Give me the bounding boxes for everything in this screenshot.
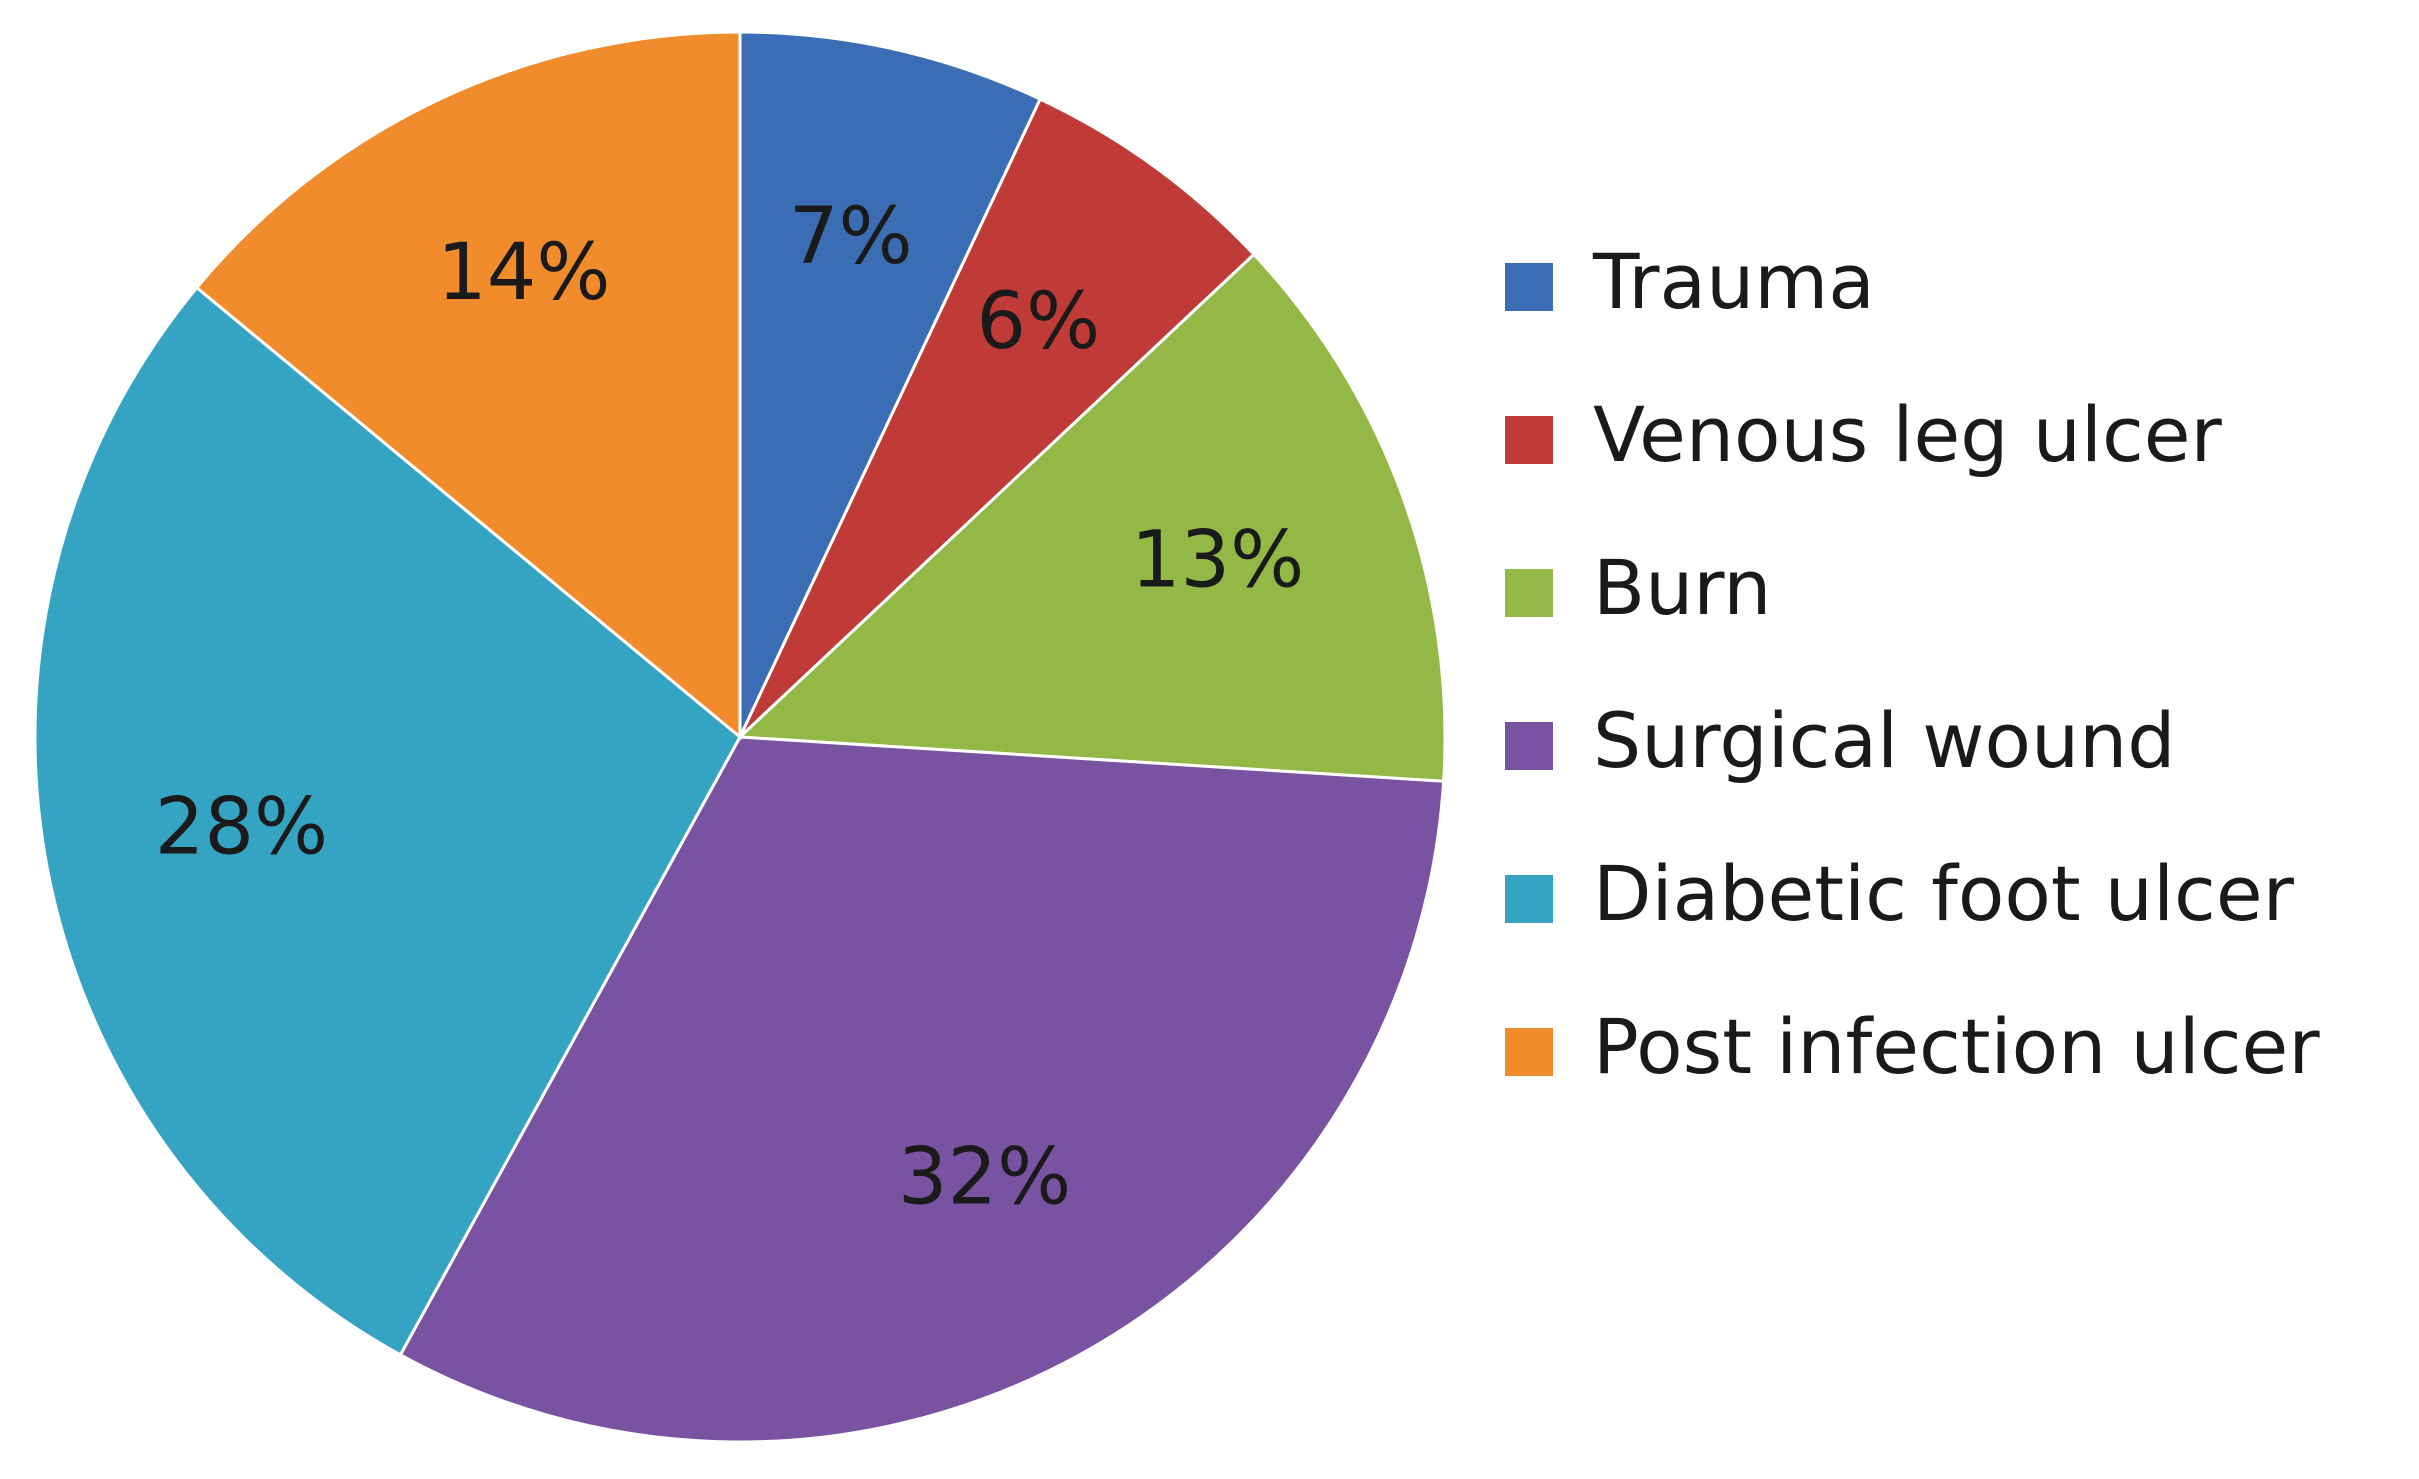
legend-label: Trauma <box>1592 237 1875 326</box>
legend-swatch <box>1505 1028 1553 1076</box>
legend-swatch <box>1505 416 1553 464</box>
data-label: 28% <box>155 783 328 873</box>
legend-label: Surgical wound <box>1593 696 2176 785</box>
pie-slice <box>398 735 1446 1444</box>
data-label: 6% <box>976 277 1100 367</box>
data-label: 7% <box>789 192 913 282</box>
data-label: 13% <box>1131 516 1304 606</box>
pie-slice <box>33 285 742 1357</box>
pie-slice <box>738 97 1257 739</box>
pie-slice <box>738 30 1043 738</box>
pie-slice <box>736 252 1447 783</box>
legend-swatch <box>1505 875 1553 923</box>
legend-swatch <box>1505 722 1553 770</box>
legend-swatch <box>1505 263 1553 311</box>
data-label: 32% <box>898 1132 1071 1222</box>
legend-swatch <box>1505 569 1553 617</box>
legend-label: Post infection ulcer <box>1593 1002 2320 1091</box>
pie-slice <box>194 30 742 741</box>
legend-label: Burn <box>1593 543 1771 632</box>
data-label: 14% <box>437 228 610 318</box>
legend-label: Diabetic foot ulcer <box>1593 849 2295 938</box>
legend-label: Venous leg ulcer <box>1593 390 2223 479</box>
